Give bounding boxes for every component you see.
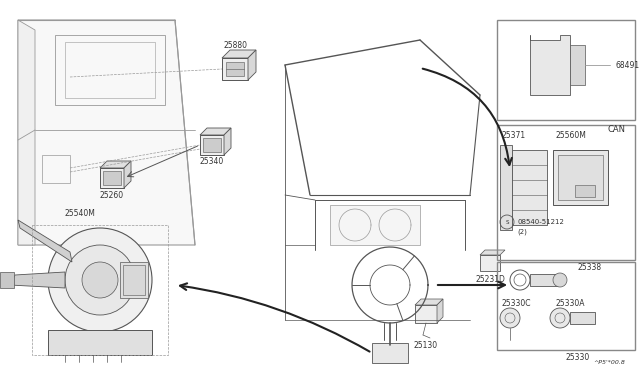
Text: 25560M: 25560M	[555, 131, 586, 140]
Bar	[512, 150, 547, 225]
Bar	[32, 225, 168, 355]
Bar	[123, 265, 145, 295]
Polygon shape	[100, 161, 131, 168]
Bar	[575, 185, 595, 197]
Circle shape	[82, 262, 118, 298]
Bar	[497, 125, 635, 260]
Polygon shape	[200, 128, 231, 135]
Text: 08540-51212: 08540-51212	[517, 219, 564, 225]
Polygon shape	[224, 128, 231, 155]
Bar	[330, 205, 420, 245]
Text: ^P5'*00.8: ^P5'*00.8	[593, 359, 625, 365]
Bar	[497, 20, 635, 120]
Text: 25540M: 25540M	[65, 208, 95, 218]
Bar	[558, 155, 603, 200]
Bar	[65, 42, 155, 98]
Circle shape	[550, 308, 570, 328]
Circle shape	[65, 245, 135, 315]
Bar	[372, 343, 408, 363]
Bar	[500, 145, 512, 230]
Polygon shape	[480, 250, 505, 255]
Polygon shape	[124, 161, 131, 188]
Bar	[0, 272, 14, 288]
Bar	[480, 255, 500, 271]
Bar	[570, 45, 585, 85]
Text: 25231D: 25231D	[475, 275, 505, 283]
Text: 68491: 68491	[615, 61, 639, 70]
Bar	[203, 138, 221, 152]
Text: S: S	[505, 219, 509, 224]
Circle shape	[48, 228, 152, 332]
Text: 25130: 25130	[414, 340, 438, 350]
Text: 25330A: 25330A	[555, 298, 584, 308]
Polygon shape	[10, 272, 65, 288]
Bar	[553, 150, 608, 205]
Polygon shape	[222, 50, 256, 58]
Polygon shape	[415, 299, 443, 305]
Bar	[570, 312, 595, 324]
Bar	[55, 35, 165, 105]
Text: 25880: 25880	[223, 41, 247, 49]
Bar	[100, 168, 124, 188]
Polygon shape	[530, 35, 570, 95]
Text: 25330C: 25330C	[502, 298, 531, 308]
Bar	[497, 262, 635, 350]
Polygon shape	[437, 299, 443, 323]
Bar	[226, 62, 244, 76]
Bar	[120, 262, 148, 298]
Polygon shape	[18, 220, 72, 262]
Text: 25260: 25260	[100, 190, 124, 199]
Text: (2): (2)	[517, 229, 527, 235]
Bar	[103, 171, 121, 185]
Bar	[415, 305, 437, 323]
Bar	[530, 274, 560, 286]
Text: 25371: 25371	[502, 131, 526, 140]
Text: 25338: 25338	[578, 263, 602, 272]
Bar	[42, 155, 70, 183]
Text: 25340: 25340	[200, 157, 224, 167]
Polygon shape	[18, 20, 35, 245]
Circle shape	[500, 308, 520, 328]
Polygon shape	[18, 20, 195, 245]
Polygon shape	[248, 50, 256, 80]
Text: CAN: CAN	[607, 125, 625, 135]
Text: 25330: 25330	[566, 353, 590, 362]
Bar	[200, 135, 224, 155]
Bar	[48, 330, 152, 355]
Bar	[222, 58, 248, 80]
Circle shape	[553, 273, 567, 287]
